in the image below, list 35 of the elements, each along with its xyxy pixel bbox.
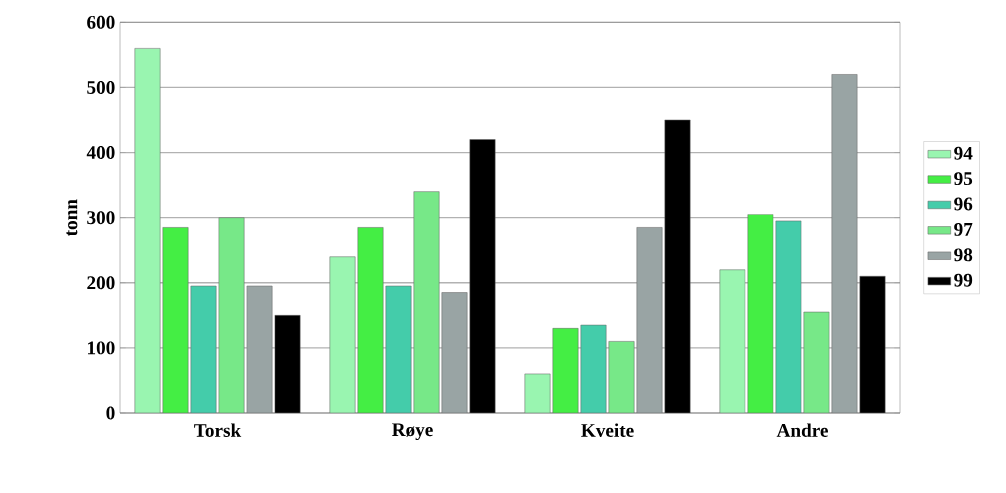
bar: [859, 276, 886, 413]
y-axis-title: tonn: [66, 199, 78, 237]
legend-label: 95: [954, 172, 973, 186]
bar: [524, 373, 551, 413]
legend-label: 94: [954, 146, 973, 160]
bar: [831, 74, 858, 413]
bar: [329, 256, 356, 413]
bar: [580, 324, 607, 413]
bar: [803, 311, 830, 413]
x-tick-label: Kveite: [581, 423, 634, 437]
x-tick-label: Torsk: [194, 423, 242, 437]
legend-label: 98: [954, 248, 973, 262]
y-tick-label: 500: [87, 80, 115, 94]
y-tick-label: 400: [86, 146, 115, 160]
y-tick-label: 100: [88, 341, 115, 355]
y-tick-label: 300: [87, 211, 115, 225]
legend-label: 96: [954, 197, 973, 211]
bar: [190, 285, 217, 413]
bar: [747, 214, 774, 413]
bar: [775, 220, 802, 413]
bar: [274, 315, 301, 413]
y-tick-label: 600: [87, 15, 115, 29]
x-tick-label: Røye: [392, 423, 433, 441]
bar: [134, 48, 161, 413]
bar: [608, 341, 635, 413]
legend-label: 97: [954, 222, 973, 236]
bar: [719, 269, 746, 413]
bar: [218, 217, 245, 413]
y-tick-label: 200: [87, 276, 115, 290]
bar: [413, 191, 440, 413]
y-tick-label: 0: [106, 406, 115, 420]
bar: [385, 285, 412, 413]
x-tick-label: Andre: [776, 423, 828, 437]
bar: [246, 285, 273, 413]
legend-label: 99: [954, 273, 973, 287]
